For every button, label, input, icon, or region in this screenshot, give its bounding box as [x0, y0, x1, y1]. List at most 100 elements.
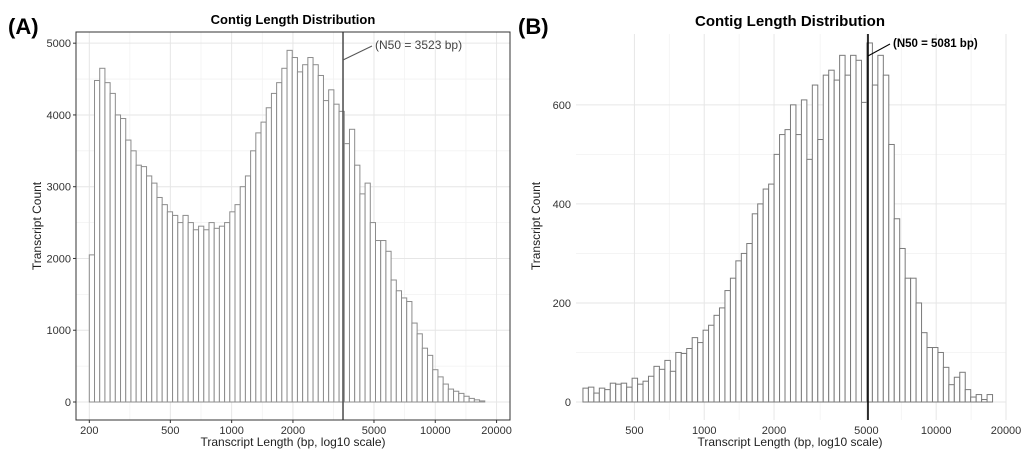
panel-a-bar: [479, 400, 486, 403]
panel-b-bar: [658, 368, 666, 403]
panel-b-bar: [779, 134, 786, 403]
panel-b-x-tick-label: 5000: [854, 425, 878, 437]
panel-a-bar: [109, 92, 116, 403]
panel-b-bar: [653, 365, 660, 403]
panel-a: (A) Contig Length Distribution (N50 = 35…: [8, 12, 512, 449]
panel-b-bar: [631, 377, 639, 403]
panel-b-bar: [828, 69, 835, 403]
panel-a-bar: [114, 114, 122, 403]
panel-a-bar: [135, 164, 142, 403]
panel-b-bar: [811, 84, 819, 403]
panel-a-bar: [151, 182, 158, 403]
panel-a-bar: [473, 399, 481, 403]
panel-a-bar: [437, 376, 444, 403]
panel-b-bar: [724, 290, 731, 403]
panel-a-bar: [385, 250, 392, 403]
panel-b-bar: [942, 366, 950, 403]
panel-a-x-tick-label: 500: [161, 425, 179, 437]
panel-b-bar: [620, 382, 628, 403]
panel-a-bar: [343, 143, 350, 403]
panel-a-y-tick-label: 0: [65, 397, 71, 409]
panel-b-bar: [931, 347, 939, 403]
panel-b-y-tick-label: 200: [553, 298, 571, 310]
panel-a-bar: [244, 175, 252, 403]
panel-b-bar: [871, 84, 879, 403]
panel-a-bar: [317, 74, 324, 403]
panel-a-y-axis-title: Transcript Count: [30, 181, 44, 270]
panel-b-bar: [713, 314, 720, 403]
panel-b-bar: [860, 101, 868, 403]
panel-a-title: Contig Length Distribution: [211, 12, 376, 27]
panel-a-bar: [447, 388, 455, 403]
panel-b-bar: [937, 351, 944, 403]
panel-b-bar: [926, 347, 933, 403]
panel-b-bar: [768, 183, 775, 403]
panel-a-bar: [88, 254, 96, 403]
panel-a-bar: [182, 214, 189, 403]
panel-b-bar: [893, 218, 901, 403]
panel-a-bar: [166, 211, 174, 403]
panel-b-bar: [959, 371, 966, 403]
panel-b-bar: [915, 302, 923, 403]
panel-b-y-tick-label: 0: [565, 397, 571, 409]
panel-b-bar: [888, 143, 895, 403]
panel-a-bar: [380, 240, 387, 403]
panel-a-bar: [395, 290, 403, 403]
panel-a-y-tick-label: 3000: [47, 182, 71, 194]
panel-a-y-tick-label: 1000: [47, 325, 71, 337]
panel-a-bar: [442, 383, 449, 403]
panel-b-bar: [751, 213, 759, 403]
panel-a-bar: [192, 229, 200, 403]
panel-b-bar: [626, 386, 633, 403]
panel-a-bar: [255, 132, 262, 403]
panel-a-x-tick-label: 10000: [420, 425, 451, 437]
panel-a-bar: [421, 347, 429, 403]
panel-a-bar: [453, 390, 460, 403]
panel-b-bar: [833, 79, 841, 403]
panel-a-bar: [354, 164, 361, 403]
panel-b-ticks: 500 1000 2000 5000 10000 20000 0 200 400 600: [553, 100, 1022, 437]
panel-b-title: Contig Length Distribution: [695, 13, 885, 30]
panel-a-x-tick-label: 5000: [362, 425, 386, 437]
panel-a-bar: [333, 103, 340, 403]
panel-b-bar: [822, 74, 830, 403]
panel-b-bar: [855, 59, 862, 403]
panel-a-bar: [161, 204, 168, 403]
panel-b-bar: [686, 348, 693, 403]
panel-b-bar: [948, 384, 955, 403]
panel-a-bar: [432, 369, 439, 403]
panel-b-bar: [740, 252, 748, 403]
panel-a-bar: [229, 211, 236, 403]
panel-a-bar: [307, 57, 314, 403]
panel-a-bar: [416, 333, 423, 403]
panel-b-y-axis-title: Transcript Count: [529, 181, 543, 270]
panel-a-bar: [218, 225, 226, 403]
panel-b-bar: [615, 383, 622, 403]
panel-a-x-tick-label: 1000: [219, 425, 243, 437]
panel-b-bar: [953, 376, 961, 403]
panel-b-bar: [735, 260, 742, 403]
panel-a-bar: [125, 139, 132, 403]
panel-b-bar: [904, 277, 912, 403]
panel-a-bar: [104, 82, 111, 403]
panel-a-bar: [130, 150, 137, 403]
panel-b-bar: [642, 380, 649, 403]
panel-b-x-tick-label: 20000: [991, 425, 1022, 437]
panel-a-bar: [463, 395, 470, 403]
panel-b-x-tick-label: 500: [625, 425, 643, 437]
panel-a-x-tick-label: 200: [80, 425, 98, 437]
panel-a-y-tick-label: 5000: [47, 38, 71, 50]
panel-a-x-axis-title: Transcript Length (bp, log10 scale): [201, 435, 386, 449]
panel-a-bar: [146, 175, 153, 403]
panel-a-bar: [234, 204, 241, 403]
panel-b-y-tick-label: 400: [553, 199, 571, 211]
panel-b-n50-label: (N50 = 5081 bp): [893, 38, 978, 50]
panel-a-bar: [270, 92, 278, 403]
panel-a-bar: [401, 297, 408, 403]
panel-a-bar: [281, 67, 288, 403]
panel-b-bar: [697, 342, 704, 403]
panel-a-ticks: 200 500 1000 2000 5000 10000 20000 0 1000 2000 300…: [47, 38, 512, 437]
panel-b-letter: (B): [518, 14, 549, 39]
panel-b-bar: [882, 74, 890, 403]
panel-b-bar: [609, 382, 617, 403]
